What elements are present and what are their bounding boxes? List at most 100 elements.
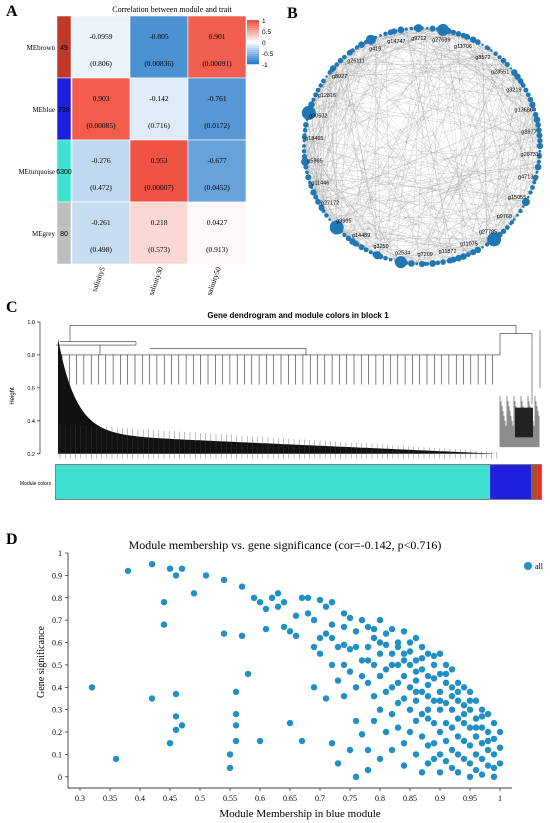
scatter-point	[472, 733, 480, 740]
cell-pvalue: (0.00085)	[86, 121, 116, 130]
scatter-point	[334, 643, 342, 651]
cell-correlation: 0.901	[209, 32, 226, 41]
scatter-point	[496, 760, 504, 767]
scatter-point	[418, 655, 426, 662]
heatmap-cell	[71, 201, 131, 265]
scatter-point	[340, 661, 348, 669]
scatter-x-tick-label: 0.6	[255, 794, 265, 803]
network-node	[388, 258, 393, 262]
scatter-point	[424, 693, 432, 700]
network-node	[440, 259, 446, 265]
scatter-y-tick-label: 0	[58, 773, 62, 782]
network-hub-node	[301, 157, 310, 166]
scatter-point	[412, 657, 420, 664]
network-node	[516, 214, 519, 217]
scatter-point	[424, 715, 432, 722]
colorbar-tick: -0.5	[262, 51, 274, 58]
network-node	[455, 31, 462, 37]
module-color-bar-frame	[55, 464, 542, 500]
scatter-point	[400, 628, 408, 635]
network-node	[318, 83, 323, 88]
colorbar-step	[247, 22, 259, 25]
cell-correlation: 0.218	[151, 218, 168, 227]
cell-pvalue: (0.0172)	[204, 121, 230, 130]
colorbar-step	[247, 42, 259, 45]
scatter-point	[460, 710, 468, 718]
colorbar-step	[247, 48, 259, 51]
network-node	[523, 87, 529, 93]
scatter-point	[460, 755, 468, 763]
scatter-point	[442, 661, 450, 669]
network-node-label: g30532	[309, 114, 327, 120]
network-hub-node	[521, 198, 530, 206]
scatter-point	[418, 710, 426, 718]
module-color-segment	[56, 465, 491, 499]
network-node	[527, 195, 530, 199]
scatter-point	[148, 561, 156, 568]
scatter-point	[298, 594, 306, 601]
scatter-point	[388, 710, 396, 718]
network-hub-node	[446, 257, 453, 264]
scatter-point	[448, 724, 456, 731]
scatter-point	[382, 728, 390, 736]
network-node-label: g9985	[336, 219, 351, 225]
scatter-point	[178, 722, 186, 729]
scatter-point	[400, 657, 408, 664]
legend-marker	[524, 562, 532, 570]
scatter-point	[358, 657, 366, 664]
network-hub-node	[504, 62, 510, 67]
network-node	[530, 185, 535, 190]
scatter-point	[382, 641, 390, 648]
colorbar-step	[247, 30, 259, 33]
scatter-point	[496, 744, 504, 751]
scatter-point	[394, 699, 402, 707]
network-node	[450, 29, 456, 35]
scatter-point	[484, 710, 492, 718]
scatter-point	[352, 773, 360, 780]
network-hub-node	[301, 105, 316, 120]
network-node-label: g3259	[373, 244, 388, 250]
scatter-point	[370, 634, 378, 642]
scatter-x-tick-label: 0.9	[435, 794, 445, 803]
colorbar-step	[247, 44, 259, 47]
cell-pvalue: (0.498)	[90, 245, 112, 254]
network-hub-node	[352, 240, 359, 247]
network-node-label: g2534	[395, 250, 410, 256]
network-node	[518, 208, 523, 214]
network-hub-node	[510, 220, 514, 225]
scatter-point	[466, 697, 474, 704]
colorbar-step	[247, 46, 259, 49]
module-size-label: 6300	[56, 169, 72, 176]
colorbar-step	[247, 56, 259, 59]
dendrogram-y-tick-label: 0.6	[27, 386, 35, 392]
cell-correlation: -0.805	[149, 32, 169, 41]
network-node	[409, 26, 414, 31]
network-node	[337, 57, 344, 64]
scatter-point	[430, 675, 438, 682]
network-hub-node	[373, 251, 382, 260]
scatter-point	[430, 697, 438, 704]
scatter-point	[376, 616, 384, 624]
network-node	[490, 49, 493, 52]
colorbar-step	[247, 54, 259, 57]
network-node-label: g15055	[508, 195, 526, 201]
panel-label-c: C	[6, 299, 18, 316]
scatter-point	[448, 706, 456, 713]
scatter-x-tick-label: 0.7	[315, 794, 325, 803]
colorbar-step	[247, 34, 259, 37]
scatter-point	[292, 632, 300, 639]
network-node-label: g12816	[318, 93, 336, 99]
scatter-point	[322, 603, 330, 610]
network-node-label: g9768	[497, 214, 512, 220]
scatter-y-tick-label: 0.6	[52, 639, 62, 648]
scatter-point	[442, 719, 450, 727]
dendrogram-ylabel: Height	[10, 387, 16, 405]
dendrogram-y-tick-label: 1.0	[27, 320, 35, 326]
scatter-point	[490, 719, 498, 727]
network-hub-node	[463, 33, 470, 40]
scatter-point	[274, 590, 282, 597]
network-node	[418, 260, 426, 268]
network-node	[328, 218, 332, 221]
network-node	[535, 122, 541, 128]
scatter-x-tick-label: 1	[498, 794, 502, 803]
